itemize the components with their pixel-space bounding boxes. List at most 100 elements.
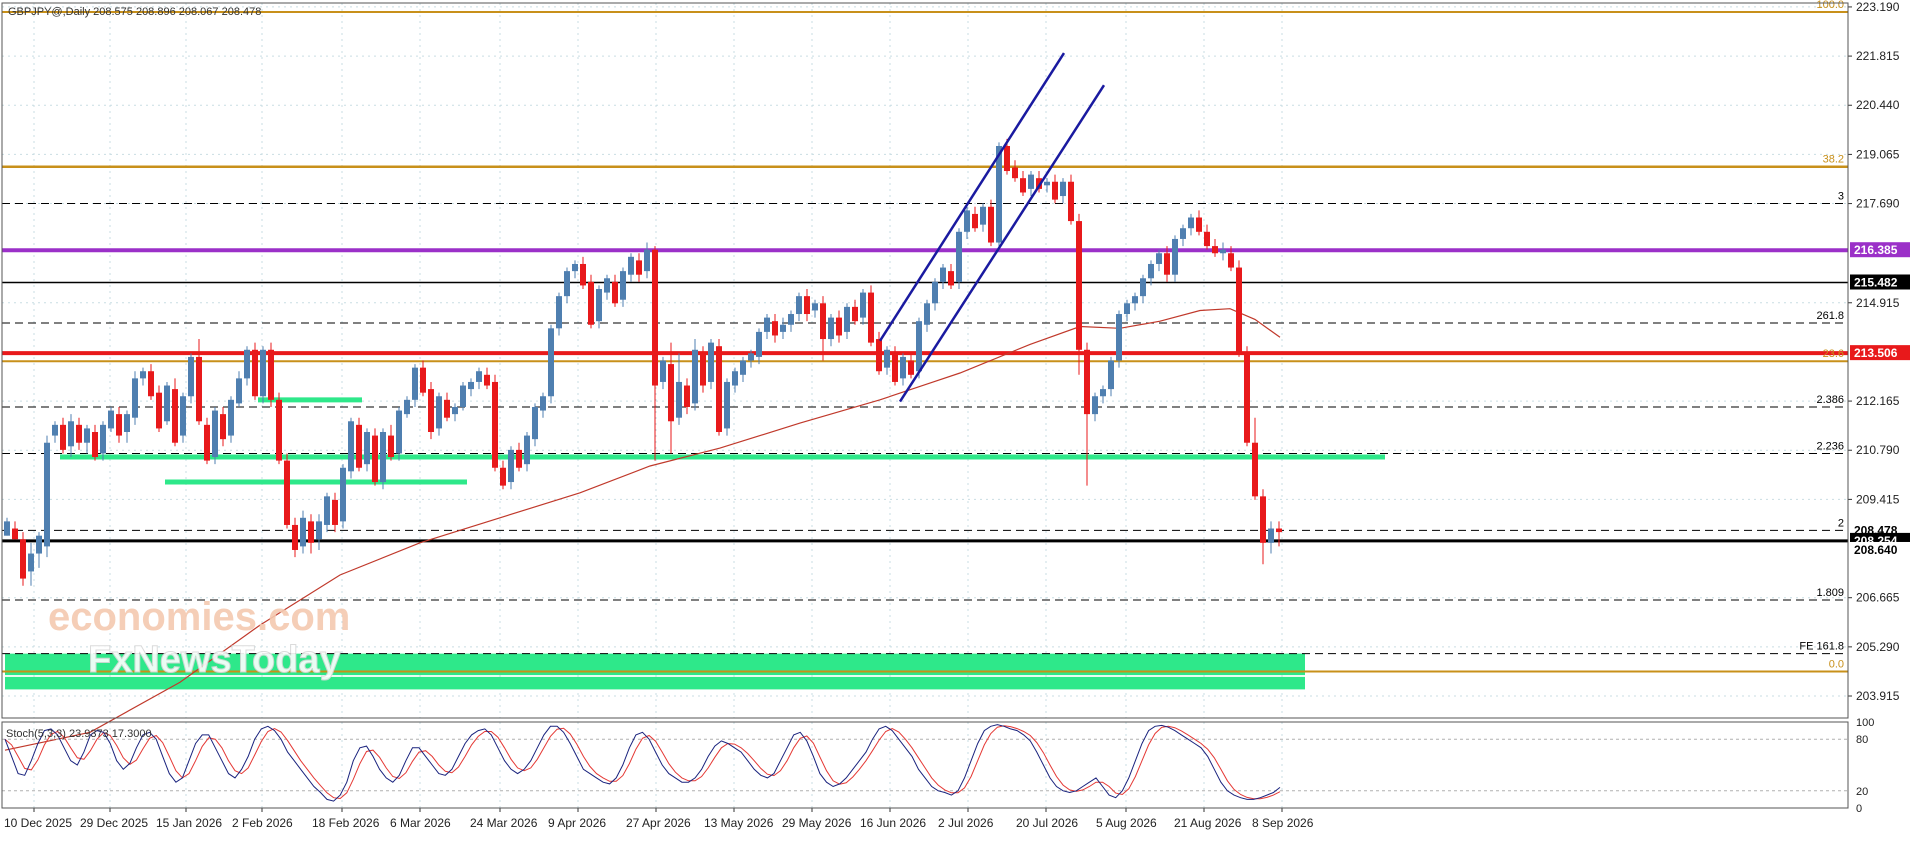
level-label: 100.0: [1816, 0, 1844, 11]
candle-bull: [996, 142, 1002, 250]
candle-bear: [668, 342, 674, 454]
time-axis-label: 9 Apr 2026: [548, 816, 606, 830]
price-pane-frame: [1, 2, 1849, 719]
candle-bull: [1028, 171, 1034, 197]
candle-body: [1148, 263, 1154, 279]
candle-bull: [812, 299, 818, 318]
candle-bear: [196, 339, 202, 425]
candle-bull: [436, 392, 442, 436]
candle-body: [108, 410, 114, 429]
candle-bear: [492, 374, 498, 472]
candle-body: [92, 432, 98, 458]
candle-body: [924, 303, 930, 325]
candle-bull: [460, 381, 466, 411]
candle-body: [1012, 167, 1018, 179]
level-label: 3: [1838, 191, 1844, 203]
time-axis-label: 15 Jan 2026: [156, 816, 222, 830]
candle-bull: [124, 410, 130, 443]
candle-body: [780, 324, 786, 332]
candle-bull: [572, 260, 578, 279]
candle-bear: [484, 367, 490, 390]
watermark-line1: economies.com: [48, 595, 350, 639]
candle-body: [1084, 349, 1090, 415]
candle-bear: [772, 314, 778, 343]
stoch-axis-label: 0: [1856, 803, 1862, 815]
candle-bull: [1124, 299, 1130, 322]
candle-bull: [956, 228, 962, 289]
candle-bull: [540, 392, 546, 418]
candle-body: [124, 414, 130, 432]
candle-bull: [628, 253, 634, 282]
candle-body: [1260, 496, 1266, 543]
candle-bear: [372, 428, 378, 486]
candle-body: [524, 435, 530, 465]
candle-body: [676, 381, 682, 418]
candle-bull: [1268, 521, 1274, 554]
candle-bear: [1052, 174, 1058, 204]
candle-bear: [332, 492, 338, 533]
candle-bull: [364, 428, 370, 472]
candle-bull: [180, 392, 186, 443]
candle-bull: [1156, 249, 1162, 272]
candle-body: [1252, 442, 1258, 497]
candle-body: [804, 296, 810, 315]
candle-body: [1100, 389, 1106, 397]
candle-bear: [268, 342, 274, 407]
candle-bear: [1076, 213, 1082, 375]
candle-bear: [1260, 489, 1266, 565]
candle-body: [468, 381, 474, 390]
candle-body: [572, 263, 578, 272]
candle-bull: [404, 396, 410, 418]
candle-body: [708, 342, 714, 382]
candle-bear: [716, 339, 722, 436]
candle-body: [900, 356, 906, 379]
candle-bear: [1236, 260, 1242, 357]
candle-body: [996, 146, 1002, 243]
candle-body: [116, 414, 122, 436]
candle-body: [1236, 267, 1242, 354]
candle-body: [300, 517, 306, 547]
candle-bull: [412, 364, 418, 407]
candle-bear: [612, 274, 618, 307]
stoch-signal-line: [4, 725, 1281, 800]
level-label: 38.2: [1823, 154, 1844, 166]
candle-body: [596, 289, 602, 322]
candle-bull: [1044, 178, 1050, 193]
candle-bull: [100, 421, 106, 461]
candle-body: [588, 281, 594, 325]
candle-body: [1212, 246, 1218, 254]
candle-bear: [876, 331, 882, 375]
candle-body: [980, 206, 986, 225]
candle-bull: [52, 421, 58, 443]
candle-bull: [1148, 260, 1154, 286]
candle-bear: [1084, 342, 1090, 486]
level-label: 0.0: [1829, 659, 1844, 671]
candle-body: [228, 399, 234, 436]
candle-body: [188, 356, 194, 397]
candle-bear: [284, 453, 290, 529]
candle-body: [844, 306, 850, 332]
candle-body: [76, 424, 82, 443]
candle-body: [836, 317, 842, 336]
candle-body: [644, 249, 650, 272]
candle-body: [252, 349, 258, 397]
candle-body: [1116, 314, 1122, 361]
candle-bull: [532, 403, 538, 447]
candle-body: [916, 321, 922, 372]
candle-bear: [1228, 246, 1234, 272]
candle-body: [1268, 528, 1274, 543]
candle-body: [884, 349, 890, 368]
candle-bull: [764, 314, 770, 340]
candle-bear: [1020, 171, 1026, 197]
candle-bull: [604, 274, 610, 300]
level-label: 1.809: [1816, 587, 1844, 599]
candle-bear: [1252, 417, 1258, 500]
candle-bull: [316, 514, 322, 550]
candle-bear: [308, 514, 314, 554]
price-axis-label: 206.665: [1856, 591, 1900, 605]
candle-body: [724, 381, 730, 429]
candle-bull: [68, 414, 74, 458]
candle-bear: [1244, 346, 1250, 447]
candle-body: [148, 371, 154, 397]
